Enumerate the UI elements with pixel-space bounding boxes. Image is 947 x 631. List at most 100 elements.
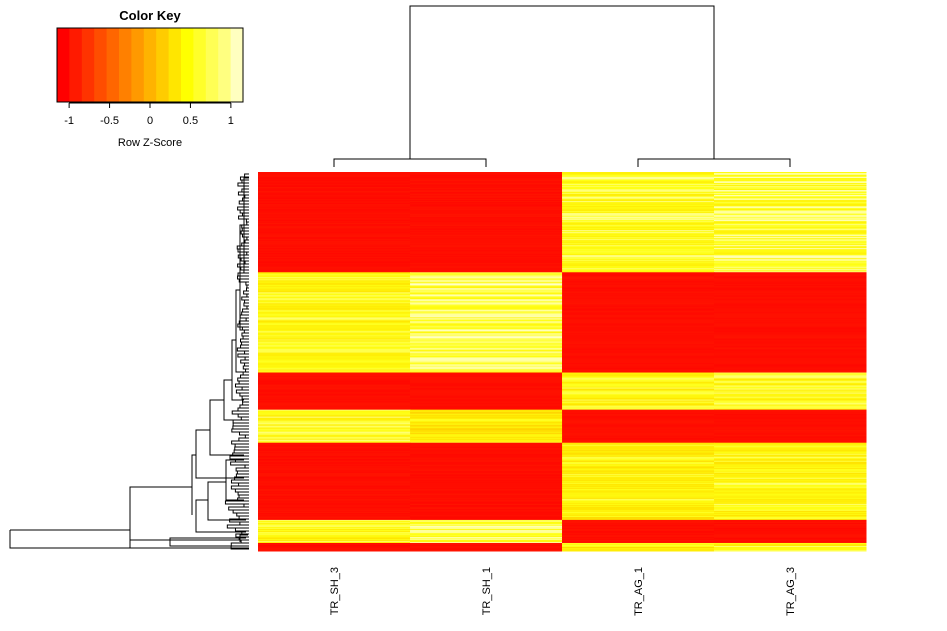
column-label: TR_SH_1 (481, 567, 493, 615)
heatmap-cell (714, 492, 867, 495)
heatmap-cell (258, 476, 411, 479)
heatmap-cell (258, 325, 411, 327)
heatmap-cell (258, 355, 411, 357)
heatmap-cell (562, 550, 715, 552)
heatmap-cell (410, 398, 563, 401)
heatmap-cell (258, 461, 411, 464)
heatmap-cell (714, 523, 867, 526)
heatmap-cell (562, 207, 715, 209)
heatmap-cell (562, 408, 715, 411)
heatmap-cell (410, 449, 563, 452)
heatmap-cell (258, 473, 411, 476)
heatmap-cell (562, 295, 715, 297)
heatmap-cell (410, 276, 563, 278)
heatmap-cell (714, 446, 867, 449)
heatmap-cell (410, 474, 563, 477)
heatmap-cell (410, 199, 563, 201)
heatmap-cell (562, 446, 715, 449)
heatmap-cell (410, 344, 563, 346)
heatmap-cell (258, 537, 411, 540)
heatmap-cell (562, 427, 715, 430)
heatmap-cell (562, 543, 715, 546)
heatmap-cell (714, 414, 867, 417)
heatmap-cell (258, 442, 411, 445)
heatmap-cell (714, 472, 867, 475)
heatmap-cell (714, 209, 867, 211)
heatmap-cell (410, 299, 563, 301)
heatmap-cell (258, 505, 411, 508)
heatmap-cell (714, 487, 867, 490)
heatmap-cell (714, 379, 867, 382)
heatmap-cell (410, 361, 563, 363)
heatmap-cell (410, 501, 563, 504)
heatmap-cell (562, 361, 715, 363)
heatmap-cell (410, 433, 563, 436)
heatmap-cell (714, 320, 867, 322)
heatmap-cell (410, 371, 563, 374)
heatmap-cell (562, 336, 715, 338)
heatmap-cell (562, 445, 715, 448)
heatmap-cell (410, 222, 563, 224)
heatmap-cell (714, 178, 867, 180)
heatmap-cell (410, 284, 563, 286)
heatmap-cell (258, 430, 411, 433)
heatmap-cell (410, 244, 563, 246)
heatmap-cell (258, 301, 411, 303)
heatmap-cell (562, 439, 715, 442)
heatmap-cell (714, 462, 867, 465)
heatmap-cell (410, 478, 563, 481)
heatmap-cell (258, 173, 411, 175)
heatmap-cell (410, 180, 563, 182)
heatmap-cell (562, 281, 715, 283)
row-dendrogram-branch (195, 499, 246, 533)
heatmap-cell (714, 231, 867, 233)
heatmap-cell (562, 280, 715, 282)
heatmap-cell (714, 401, 867, 404)
heatmap-cell (562, 491, 715, 494)
heatmap-cell (562, 252, 715, 254)
heatmap-cell (714, 212, 867, 214)
color-key-swatch (57, 28, 70, 102)
heatmap-cell (714, 359, 867, 361)
heatmap-cell (562, 211, 715, 213)
heatmap-cell (258, 322, 411, 324)
heatmap-cell (410, 488, 563, 491)
row-dendrogram-branch (231, 339, 244, 401)
heatmap-cell (562, 329, 715, 331)
heatmap-cell (714, 461, 867, 464)
heatmap-cell (258, 383, 411, 386)
heatmap-cell (562, 282, 715, 284)
heatmap-cell (714, 256, 867, 258)
heatmap-cell (258, 368, 411, 371)
heatmap-cell (714, 473, 867, 476)
heatmap-cell (562, 442, 715, 445)
row-dendrogram-branch (239, 224, 246, 331)
heatmap-cell (562, 474, 715, 477)
heatmap-cell (714, 278, 867, 280)
heatmap-cell (562, 479, 715, 482)
heatmap-cell (562, 286, 715, 288)
heatmap-cell (714, 271, 867, 273)
heatmap-cell (562, 257, 715, 259)
heatmap-cell (562, 192, 715, 194)
heatmap-cell (258, 247, 411, 249)
heatmap-cell (562, 253, 715, 255)
heatmap-cell (258, 491, 411, 494)
heatmap-cell (410, 379, 563, 382)
heatmap-cell (410, 236, 563, 238)
heatmap-cell (258, 214, 411, 216)
heatmap-cell (410, 263, 563, 265)
heatmap-cell (714, 226, 867, 228)
heatmap-cell (410, 209, 563, 211)
heatmap-cell (714, 510, 867, 513)
heatmap-cell (258, 501, 411, 504)
heatmap-cell (258, 467, 411, 470)
heatmap-cell (258, 409, 411, 412)
heatmap-cell (714, 176, 867, 178)
heatmap-cell (410, 321, 563, 323)
heatmap-cell (410, 294, 563, 296)
heatmap-cell (714, 517, 867, 520)
heatmap-cell (562, 181, 715, 183)
heatmap-cell (410, 486, 563, 489)
heatmap-cell (562, 267, 715, 269)
